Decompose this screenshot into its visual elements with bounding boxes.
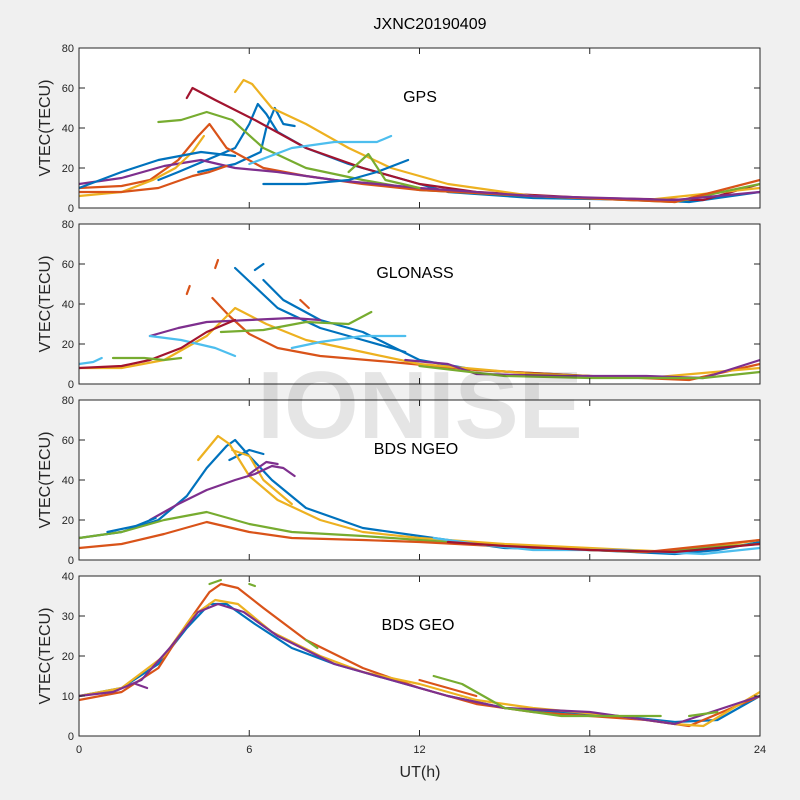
y-axis-label: VTEC(TECU) [37,80,54,177]
y-tick-label: 20 [62,651,74,663]
y-tick-label: 30 [62,611,74,623]
y-tick-label: 60 [62,435,74,447]
series-line-11 [418,678,478,698]
y-tick-label: 40 [62,299,74,311]
y-tick-label: 20 [62,515,74,527]
panel-1: 0 20 40 60 80 GPS VTEC(TECU) [37,43,761,215]
y-axis-label: VTEC(TECU) [37,432,54,529]
y-tick-label: 60 [62,259,74,271]
series-line-10 [219,310,373,334]
y-tick-label: 0 [68,731,74,743]
panel-label: GLONASS [376,265,453,282]
series-line-7 [299,298,310,310]
series-line-5 [148,464,296,522]
x-tick-label: 12 [413,744,425,756]
series-line-9 [688,710,719,718]
series-line-4 [79,602,760,726]
y-tick-label: 0 [68,203,74,215]
series-line-13 [79,318,237,370]
x-axis-label: UT(h) [400,764,441,781]
x-tick-label: 18 [584,744,596,756]
series-line-8 [79,306,760,380]
series-line-12 [148,334,237,358]
panel-label: BDS GEO [382,617,455,634]
series-line-5 [185,284,191,296]
series-group [79,258,760,382]
panel-4: 0 10 20 30 40 0 6 12 18 24 BDS GEO VTEC(TECU) [37,571,766,756]
series-group [79,578,760,728]
series-line-10 [446,540,760,554]
y-tick-label: 0 [68,379,74,391]
series-line-6 [248,460,279,476]
y-axis-label: VTEC(TECU) [37,256,54,353]
series-line-5 [208,578,222,586]
series-line-3 [253,262,265,272]
y-tick-label: 0 [68,555,74,567]
y-axis-label: VTEC(TECU) [37,608,54,705]
x-tick-label: 0 [76,744,82,756]
y-tick-label: 40 [62,475,74,487]
plot-area [79,400,760,560]
series-line-9 [262,158,410,186]
series-line-7 [248,134,393,166]
y-tick-label: 20 [62,339,74,351]
plot-area [79,48,760,208]
series-group [79,434,760,556]
panels-group: 020406080GPSVTEC(TECU)020406080GLONASSVT… [37,43,766,756]
series-line-7 [304,638,319,650]
series-line-11 [106,516,157,534]
series-line-15 [79,356,103,366]
panel-3: 0 20 40 60 80 BDS NGEO VTEC(TECU) [37,395,761,567]
series-line-11 [79,164,228,194]
y-tick-label: 80 [62,219,74,231]
y-tick-label: 20 [62,163,74,175]
series-line-9 [148,316,322,338]
series-line-3 [197,434,760,554]
series-line-2 [197,106,296,174]
series-line-13 [347,152,421,190]
y-tick-label: 40 [62,123,74,135]
series-group [79,78,760,204]
y-tick-label: 80 [62,395,74,407]
series-line-8 [79,158,760,202]
x-tick-label: 24 [754,744,766,756]
plot-area [79,576,760,736]
series-line-10 [134,682,149,690]
y-tick-label: 10 [62,691,74,703]
series-line-8 [432,674,662,718]
series-line-6 [248,582,256,588]
series-line-11 [290,334,407,350]
panel-label: BDS NGEO [374,441,458,458]
series-line-14 [111,356,183,362]
y-tick-label: 80 [62,43,74,55]
x-tick-label: 6 [246,744,252,756]
series-line-6 [214,258,220,270]
plot-area [79,224,760,384]
series-line-12 [79,150,237,190]
y-tick-label: 40 [62,571,74,583]
y-tick-label: 60 [62,83,74,95]
watermark: IONISE [257,352,582,459]
panel-label: GPS [403,89,437,106]
figure-title: JXNC20190409 [374,16,487,33]
panel-2: 0 20 40 60 80 GLONASS VTEC(TECU) [37,219,761,391]
